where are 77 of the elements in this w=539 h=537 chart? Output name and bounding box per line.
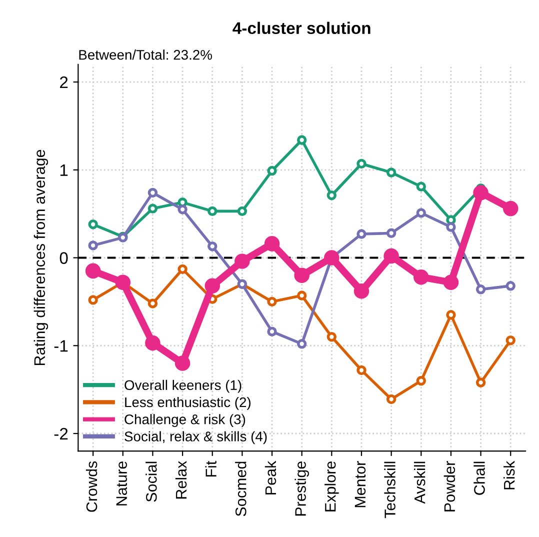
point — [208, 241, 218, 252]
point — [178, 264, 188, 274]
point — [414, 269, 429, 285]
point — [85, 263, 101, 279]
point — [326, 332, 337, 342]
legend-label: Social, relax & skills (4) — [124, 431, 267, 444]
point — [237, 206, 248, 216]
point — [267, 326, 277, 336]
x-tick-label: Mentor — [354, 461, 366, 508]
point — [267, 166, 277, 176]
point — [296, 290, 307, 300]
x-tick-label: Socmed — [235, 462, 246, 516]
point — [148, 204, 158, 214]
point — [178, 204, 188, 214]
point — [473, 185, 488, 200]
point — [443, 274, 459, 290]
point — [148, 298, 158, 308]
point — [386, 228, 396, 238]
point — [115, 274, 131, 290]
point — [446, 215, 456, 225]
point — [294, 268, 310, 283]
chart-title: 4-cluster solution — [232, 22, 370, 34]
x-tick-label: Social — [146, 462, 157, 502]
legend-label: Overall keeners (1) — [124, 380, 242, 393]
y-tick-label: -1 — [54, 340, 68, 352]
x-tick-label: Chall — [474, 462, 485, 495]
legend-label: Less enthusiastic (2) — [125, 396, 250, 410]
point — [324, 250, 340, 266]
point — [234, 254, 250, 269]
point — [326, 190, 337, 200]
point — [356, 365, 366, 376]
x-tick-label: Crowds — [86, 461, 98, 512]
point — [296, 135, 307, 145]
x-tick-label: Nature — [116, 461, 127, 506]
x-tick-label: Relax — [175, 460, 187, 499]
point — [88, 240, 98, 250]
point — [386, 394, 396, 404]
x-tick-label: Peak — [264, 460, 276, 494]
point — [145, 335, 160, 351]
point — [354, 284, 370, 299]
point — [208, 206, 218, 216]
y-tick-label: 1 — [60, 164, 68, 176]
y-tick-label: 0 — [60, 252, 68, 264]
point — [386, 168, 396, 178]
point — [267, 296, 277, 307]
point — [502, 200, 518, 216]
point — [148, 188, 158, 198]
point — [174, 356, 190, 371]
text: Between/Total: 23.2% — [79, 50, 212, 60]
point — [446, 222, 456, 232]
x-tick-label: Avskill — [414, 462, 426, 504]
point — [204, 278, 220, 294]
y-tick-label: -2 — [54, 428, 68, 440]
x-tick-label: Risk — [503, 460, 515, 490]
legend-label: Challenge & risk (3) — [124, 414, 246, 428]
x-tick-label: Techskill — [384, 462, 396, 518]
point — [506, 335, 516, 346]
x-tick-label: Prestige — [294, 461, 309, 516]
point — [416, 208, 426, 218]
point — [476, 378, 486, 388]
point — [384, 248, 399, 264]
point — [356, 158, 366, 169]
point — [476, 284, 486, 294]
point — [416, 182, 426, 192]
point — [296, 339, 307, 349]
point — [88, 220, 98, 230]
x-tick-label: Powder — [444, 461, 456, 512]
point — [88, 295, 98, 305]
x-tick-label: Fit — [205, 460, 216, 477]
point — [446, 310, 456, 320]
y-tick-label: 2 — [60, 76, 68, 88]
point — [506, 281, 516, 291]
x-tick-label: Explore — [324, 461, 339, 512]
point — [416, 376, 426, 386]
point — [264, 236, 280, 252]
y-axis-title: Rating differences from average — [34, 150, 48, 366]
point — [356, 229, 366, 239]
